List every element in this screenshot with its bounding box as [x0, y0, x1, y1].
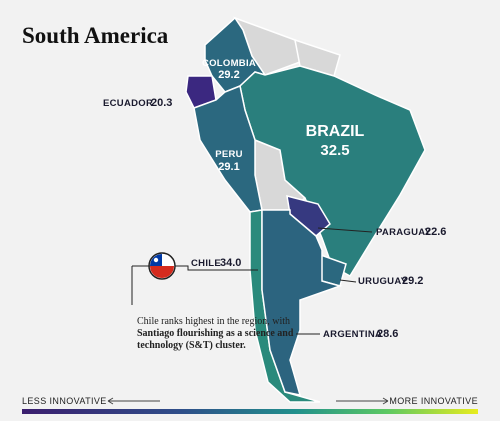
country-name: URUGUAY [358, 276, 408, 287]
chile-flag [148, 252, 176, 280]
title: South America [22, 23, 169, 48]
leader-line [339, 279, 357, 283]
country-value: 29.2 [218, 69, 239, 81]
country-value: 29.1 [218, 161, 239, 173]
annotation: technology (S&T) cluster. [137, 340, 246, 351]
country-value: 34.0 [220, 257, 241, 269]
country-name: ECUADOR [103, 98, 153, 109]
country-value: 29.2 [402, 275, 423, 287]
argentina [261, 209, 343, 396]
country-name: COLOMBIA [202, 58, 256, 69]
country-name: PARAGUAY [376, 227, 432, 238]
country-value: 20.3 [151, 97, 172, 109]
country-name: BRAZIL [306, 123, 365, 140]
arrow-head [107, 397, 114, 405]
country-value: 32.5 [320, 142, 349, 159]
legend-gradient [22, 409, 478, 414]
legend-low: LESS INNOVATIVE [22, 396, 107, 406]
country-value: 28.6 [377, 328, 398, 340]
arrow-head [382, 397, 389, 405]
peru [193, 84, 263, 213]
annotation: Chile ranks highest in the region, with [137, 316, 290, 327]
legend-high: MORE INNOVATIVE [389, 396, 478, 406]
country-value: 22.6 [425, 226, 446, 238]
country-name: PERU [215, 149, 243, 160]
leader-line [170, 265, 258, 271]
leader-line [317, 227, 373, 233]
country-name: CHILE [191, 258, 221, 269]
country-name: ARGENTINA [323, 329, 382, 340]
annotation: Santiago flourishing as a science and [137, 328, 294, 339]
